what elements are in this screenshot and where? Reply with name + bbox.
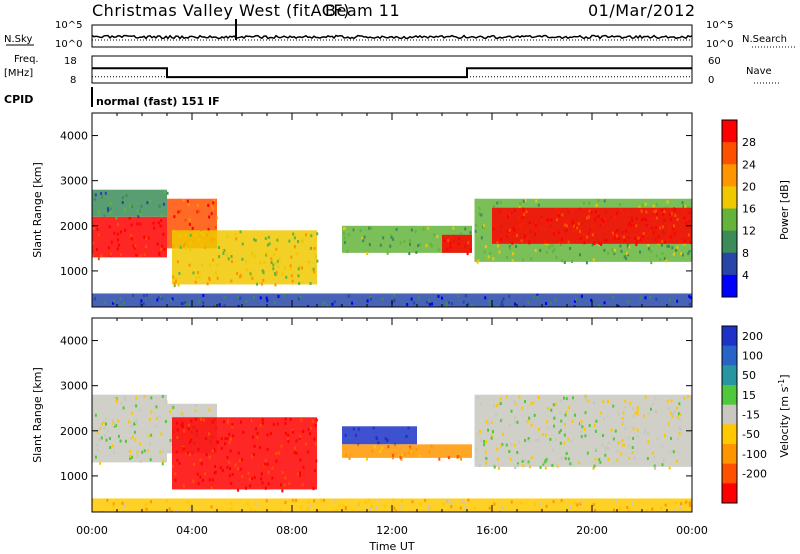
velocity-colorbar-swatch <box>722 326 737 347</box>
power-ytick-label: 2000 <box>60 220 88 233</box>
velocity-colorbar-label: Velocity [m s-1] <box>777 374 791 457</box>
power-colorbar-tick: 24 <box>742 158 756 171</box>
velocity-region-5 <box>474 394 692 467</box>
velocity-colorbar-swatch <box>722 385 737 406</box>
velocity-colorbar-swatch <box>722 463 737 484</box>
cpid-label: CPID <box>4 93 33 106</box>
power-colorbar-tick: 8 <box>742 247 749 260</box>
nsky-label: N.Sky <box>4 34 32 45</box>
velocity-region-4 <box>342 444 472 458</box>
time-tick-label: 12:00 <box>376 524 408 537</box>
power-colorbar-swatch <box>722 252 737 276</box>
power-y-axis: 1000 2000 3000 4000 <box>60 130 692 278</box>
power-colorbar-label: Power [dB] <box>778 180 791 240</box>
nsky-tick-top: 10^5 <box>55 20 82 31</box>
beam-label: Beam 11 <box>325 1 400 20</box>
nave-tick-top: 60 <box>708 56 721 67</box>
velocity-x-axis: 00:00 04:00 08:00 12:00 16:00 20:00 00:00 <box>76 318 708 537</box>
velocity-colorbar-tick: -200 <box>742 468 767 481</box>
velocity-y-axis: 1000 2000 3000 4000 <box>60 335 692 483</box>
velocity-colorbar-tick: 200 <box>742 330 763 343</box>
velocity-ytick-label: 2000 <box>60 425 88 438</box>
power-ytick-label: 1000 <box>60 265 88 278</box>
nave-tick-bottom: 0 <box>708 75 714 86</box>
power-region-0 <box>92 216 167 258</box>
cpid-value: normal (fast) 151 IF <box>96 95 220 108</box>
noise-panel: N.Sky 10^5 10^0 10^5 10^0 N.Search <box>4 19 796 50</box>
velocity-colorbar-tick: -50 <box>742 428 760 441</box>
velocity-colorbar: 200 100 50 15 -15 -50 -100 -200 Velocity [m s-1… <box>721 325 791 504</box>
power-colorbar-swatch <box>722 186 737 209</box>
velocity-colorbar-swatch <box>722 444 737 465</box>
velocity-colorbar-tick: -15 <box>742 409 760 422</box>
power-panel: 1000 2000 3000 4000 Slant Range [km] <box>31 112 693 308</box>
velocity-region-3 <box>342 426 417 445</box>
velocity-heatmap <box>92 394 692 512</box>
time-tick-label: 08:00 <box>276 524 308 537</box>
freq-label-line1: Freq. <box>14 54 39 65</box>
velocity-ytick-label: 3000 <box>60 380 88 393</box>
nsearch-tick-top: 10^5 <box>706 20 733 31</box>
velocity-colorbar-swatch <box>722 345 737 366</box>
velocity-ytick-label: 4000 <box>60 335 88 348</box>
velocity-colorbar-swatch <box>722 365 737 386</box>
power-ytick-label: 4000 <box>60 130 88 143</box>
velocity-colorbar-swatch <box>722 483 737 504</box>
nsky-tick-bottom: 10^0 <box>55 39 82 50</box>
frequency-panel: Freq. [MHz] 18 8 60 0 Nave CPID normal (… <box>4 54 780 108</box>
power-colorbar-tick: 12 <box>742 225 756 238</box>
power-colorbar-swatch <box>722 142 737 165</box>
power-colorbar-tick: 28 <box>742 136 756 149</box>
time-tick-label: 20:00 <box>576 524 608 537</box>
time-tick-label: 04:00 <box>176 524 208 537</box>
time-tick-label: 00:00 <box>76 524 108 537</box>
power-colorbar-tick: 20 <box>742 180 756 193</box>
power-colorbar-tick: 4 <box>742 269 749 282</box>
time-tick-label: 00:00 <box>676 524 708 537</box>
freq-tick-bottom: 8 <box>70 75 76 86</box>
power-colorbar-swatch <box>722 164 737 187</box>
velocity-colorbar-tick: 50 <box>742 369 756 382</box>
power-ytick-label: 3000 <box>60 175 88 188</box>
date-label: 01/Mar/2012 <box>588 1 696 20</box>
nave-label: Nave <box>746 66 772 77</box>
power-colorbar-swatch <box>722 274 737 298</box>
nsearch-tick-bottom: 10^0 <box>706 39 733 50</box>
plot-title: Christmas Valley West (fitACF) <box>92 1 350 20</box>
power-colorbar-swatch <box>722 208 737 232</box>
velocity-colorbar-swatch <box>722 404 737 425</box>
nsearch-label: N.Search <box>742 34 787 45</box>
power-ylabel: Slant Range [km] <box>31 162 44 258</box>
time-tick-label: 16:00 <box>476 524 508 537</box>
velocity-colorbar-tick: 15 <box>742 389 756 402</box>
time-axis-label: Time UT <box>368 540 414 553</box>
velocity-colorbar-tick: 100 <box>742 350 763 363</box>
power-colorbar-tick: 16 <box>742 203 756 216</box>
power-colorbar-swatch <box>722 120 737 143</box>
freq-tick-top: 18 <box>64 56 77 67</box>
power-colorbar: 4 8 12 16 20 24 28 Power [dB] <box>721 119 791 298</box>
freq-label-line2: [MHz] <box>4 68 33 79</box>
power-region-5 <box>442 234 472 253</box>
power-colorbar-swatch <box>722 230 737 254</box>
power-heatmap <box>92 189 692 307</box>
velocity-colorbar-swatch <box>722 424 737 445</box>
power-region-1 <box>92 189 167 217</box>
velocity-ytick-label: 1000 <box>60 470 88 483</box>
velocity-panel: 1000 2000 3000 4000 00:00 04:00 08:00 12:00 16:… <box>31 317 708 553</box>
velocity-ylabel: Slant Range [km] <box>31 367 44 463</box>
velocity-colorbar-tick: -100 <box>742 448 767 461</box>
